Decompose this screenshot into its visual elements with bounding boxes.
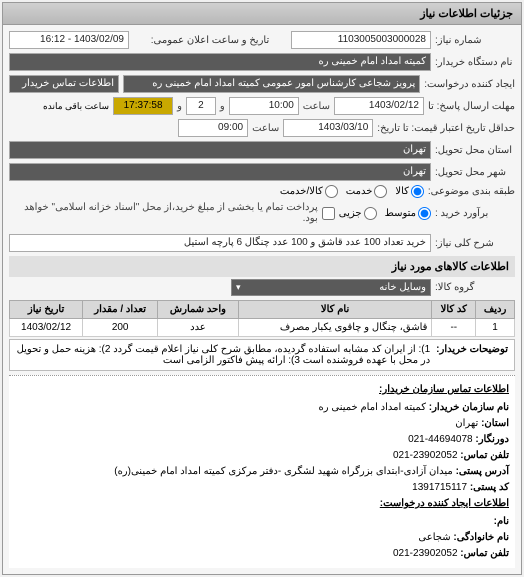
field-days: 2 bbox=[186, 97, 216, 115]
field-countdown: 17:37:58 bbox=[113, 97, 173, 115]
label-requester: ایجاد کننده درخواست: bbox=[424, 79, 515, 90]
label-remain: ساعت باقی مانده bbox=[43, 101, 109, 112]
panel-body: شماره نیاز: 1103005003000028 تاریخ و ساع… bbox=[3, 25, 521, 574]
contact-info-button[interactable]: اطلاعات تماس خریدار bbox=[9, 75, 119, 93]
field-requester: پرویز شجاعی کارشناس امور عمومی کمیته امد… bbox=[123, 75, 420, 93]
v-org: کمیته امداد امام خمینی ره bbox=[319, 402, 426, 413]
label-purchase-type: برآورد خرید : bbox=[435, 208, 515, 219]
row-validity: حداقل تاریخ اعتبار قیمت: تا تاریخ: 1403/… bbox=[9, 119, 515, 137]
field-validity-date: 1403/03/10 bbox=[283, 119, 373, 137]
goods-table: ردیف کد کالا نام کالا واحد شمارش تعداد /… bbox=[9, 300, 515, 337]
label-goods-group: گروه کالا: bbox=[435, 282, 515, 293]
field-need-desc: خرید تعداد 100 عدد قاشق و 100 عدد چنگال … bbox=[9, 234, 431, 252]
col-date: تاریخ نیاز bbox=[10, 301, 83, 319]
contact-header-2: اطلاعات ایجاد کننده درخواست: bbox=[15, 496, 509, 512]
cell-code: -- bbox=[432, 319, 476, 337]
k-org: نام سازمان خریدار: bbox=[429, 402, 509, 413]
col-name: نام کالا bbox=[238, 301, 432, 319]
col-unit: واحد شمارش bbox=[158, 301, 238, 319]
k-phone: تلفن تماس: bbox=[460, 450, 509, 461]
label-buyer-org: نام دستگاه خریدار: bbox=[435, 57, 515, 68]
label-city: شهر محل تحویل: bbox=[435, 167, 515, 178]
field-validity-time: 09:00 bbox=[178, 119, 248, 137]
k-family: نام خانوادگی: bbox=[453, 532, 509, 543]
table-header-row: ردیف کد کالا نام کالا واحد شمارش تعداد /… bbox=[10, 301, 515, 319]
v-phone: 23902052-021 bbox=[393, 450, 458, 461]
label-need-desc: شرح کلی نیاز: bbox=[435, 238, 515, 249]
v-prov: تهران bbox=[455, 418, 478, 429]
cell-qty: 200 bbox=[83, 319, 158, 337]
field-announce-dt: 1403/02/09 - 16:12 bbox=[9, 31, 129, 49]
row-goods-group: گروه کالا: وسایل خانه ▾ bbox=[9, 279, 515, 296]
row-city: شهر محل تحویل: تهران bbox=[9, 163, 515, 181]
contact-header-1: اطلاعات تماس سازمان خریدار: bbox=[15, 382, 509, 398]
row-province: استان محل تحویل: تهران bbox=[9, 141, 515, 159]
row-purchase-type: برآورد خرید : متوسط جزیی پرداخت تمام یا … bbox=[9, 202, 515, 224]
contact-block: اطلاعات تماس سازمان خریدار: نام سازمان خ… bbox=[9, 375, 515, 568]
radio-medium[interactable]: متوسط bbox=[385, 207, 431, 220]
treasury-checkbox[interactable] bbox=[322, 207, 335, 220]
col-qty: تعداد / مقدار bbox=[83, 301, 158, 319]
label-deadline-time: ساعت bbox=[303, 101, 330, 112]
row-need-desc: شرح کلی نیاز: خرید تعداد 100 عدد قاشق و … bbox=[9, 234, 515, 252]
radio-kala[interactable]: کالا bbox=[395, 185, 424, 198]
purchase-type-radio-group: متوسط جزیی bbox=[339, 207, 431, 220]
goods-section-title: اطلاعات کالاهای مورد نیاز bbox=[9, 256, 515, 277]
buyer-explanation: توضیحات خریدار: 1): از ایران کد مشابه اس… bbox=[9, 339, 515, 371]
v-phone2: 23902052-021 bbox=[393, 548, 458, 559]
details-panel: جزئیات اطلاعات نیاز شماره نیاز: 11030050… bbox=[2, 2, 522, 575]
cell-date: 1403/02/12 bbox=[10, 319, 83, 337]
k-name: نام: bbox=[494, 516, 509, 527]
k-prov: استان: bbox=[481, 418, 509, 429]
cell-unit: عدد bbox=[158, 319, 238, 337]
col-row: ردیف bbox=[476, 301, 515, 319]
field-province: تهران bbox=[9, 141, 431, 159]
label-province: استان محل تحویل: bbox=[435, 145, 515, 156]
field-buyer-org: کمیته امداد امام خمینی ره bbox=[9, 53, 431, 71]
purchase-note: پرداخت تمام یا بخشی از مبلغ خرید،از محل … bbox=[9, 202, 318, 224]
cell-row: 1 bbox=[476, 319, 515, 337]
label-request-number: شماره نیاز: bbox=[435, 35, 515, 46]
label-validity-time: ساعت bbox=[252, 123, 279, 134]
label-validity: حداقل تاریخ اعتبار قیمت: تا تاریخ: bbox=[377, 123, 515, 134]
classification-radio-group: کالا خدمت کالا/خدمت bbox=[280, 185, 424, 198]
field-request-number: 1103005003000028 bbox=[291, 31, 431, 49]
radio-minor[interactable]: جزیی bbox=[339, 207, 377, 220]
v-family: شجاعی bbox=[418, 532, 450, 543]
goods-group-value: وسایل خانه bbox=[379, 282, 426, 293]
explain-label: توضیحات خریدار: bbox=[436, 344, 508, 366]
label-classification: طبقه بندی موضوعی: bbox=[428, 186, 515, 197]
col-code: کد کالا bbox=[432, 301, 476, 319]
field-city: تهران bbox=[9, 163, 431, 181]
row-requester: ایجاد کننده درخواست: پرویز شجاعی کارشناس… bbox=[9, 75, 515, 93]
v-address: میدان آزادی-ابتدای بزرگراه شهید لشگری -د… bbox=[114, 466, 453, 477]
row-request-number: شماره نیاز: 1103005003000028 تاریخ و ساع… bbox=[9, 31, 515, 49]
chevron-down-icon: ▾ bbox=[236, 282, 241, 293]
radio-kala-khedmat[interactable]: کالا/خدمت bbox=[280, 185, 338, 198]
and-text: و bbox=[220, 101, 225, 112]
radio-khedmat[interactable]: خدمت bbox=[346, 185, 388, 198]
cell-name: قاشق، چنگال و چاقوی یکبار مصرف bbox=[238, 319, 432, 337]
v-zip: 1391715117 bbox=[412, 482, 467, 493]
label-deadline: مهلت ارسال پاسخ: تا bbox=[428, 101, 515, 112]
k-fax: دورنگار: bbox=[475, 434, 509, 445]
label-announce-dt: تاریخ و ساعت اعلان عمومی: bbox=[133, 35, 287, 46]
panel-title: جزئیات اطلاعات نیاز bbox=[3, 3, 521, 25]
row-deadline: مهلت ارسال پاسخ: تا 1403/02/12 ساعت 10:0… bbox=[9, 97, 515, 115]
k-phone2: تلفن تماس: bbox=[460, 548, 509, 559]
row-buyer-org: نام دستگاه خریدار: کمیته امداد امام خمین… bbox=[9, 53, 515, 71]
goods-group-dropdown[interactable]: وسایل خانه ▾ bbox=[231, 279, 431, 296]
field-deadline-time: 10:00 bbox=[229, 97, 299, 115]
and-text-2: و bbox=[177, 101, 182, 112]
table-row[interactable]: 1 -- قاشق، چنگال و چاقوی یکبار مصرف عدد … bbox=[10, 319, 515, 337]
k-zip: کد پستی: bbox=[470, 482, 509, 493]
k-address: آدرس پستی: bbox=[456, 466, 509, 477]
explain-text: 1): از ایران کد مشابه استفاده گردیده، مط… bbox=[16, 344, 430, 366]
v-fax: 44694078-021 bbox=[408, 434, 473, 445]
field-deadline-date: 1403/02/12 bbox=[334, 97, 424, 115]
row-classification: طبقه بندی موضوعی: کالا خدمت کالا/خدمت bbox=[9, 185, 515, 198]
